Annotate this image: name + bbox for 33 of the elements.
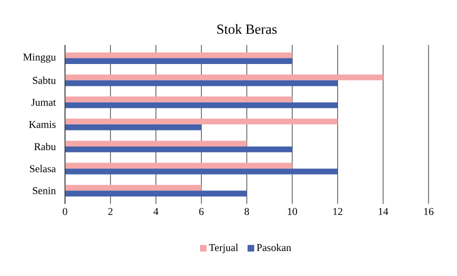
bar: [65, 184, 202, 191]
bar: [65, 162, 292, 169]
bar: [65, 146, 292, 152]
bar: [65, 102, 338, 108]
y-tick-label: Senin: [32, 187, 56, 194]
bar: [65, 190, 247, 197]
bar: [65, 140, 247, 147]
bar: [65, 52, 292, 58]
bar: [65, 124, 202, 130]
x-tick-label: 6: [199, 208, 204, 216]
y-tick-label: Rabu: [34, 142, 56, 150]
y-tick-label: Minggu: [23, 54, 56, 63]
bar: [65, 96, 292, 102]
y-tick-label: Kamis: [29, 121, 56, 128]
y-tick-label: Sabtu: [32, 76, 56, 84]
bar: [65, 74, 384, 80]
bar: [65, 58, 292, 64]
y-tick-label: Jumat: [31, 98, 56, 106]
x-tick-label: 12: [333, 208, 342, 215]
y-tick-label: Selasa: [30, 164, 56, 172]
chart-title: Stok Beras: [217, 24, 277, 34]
legend-label: Terjual: [209, 244, 238, 254]
x-tick-label: 4: [153, 208, 158, 215]
x-tick-label: 0: [62, 208, 68, 216]
x-tick-label: 14: [378, 208, 388, 215]
bar: [65, 168, 338, 174]
x-tick-label: 2: [108, 208, 112, 215]
bar: [65, 118, 338, 125]
x-tick-label: 8: [244, 208, 249, 216]
x-tick-label: 10: [288, 208, 298, 216]
bar: [65, 80, 338, 86]
legend-label: Pasokan: [256, 244, 292, 252]
x-tick-label: 16: [424, 208, 434, 216]
